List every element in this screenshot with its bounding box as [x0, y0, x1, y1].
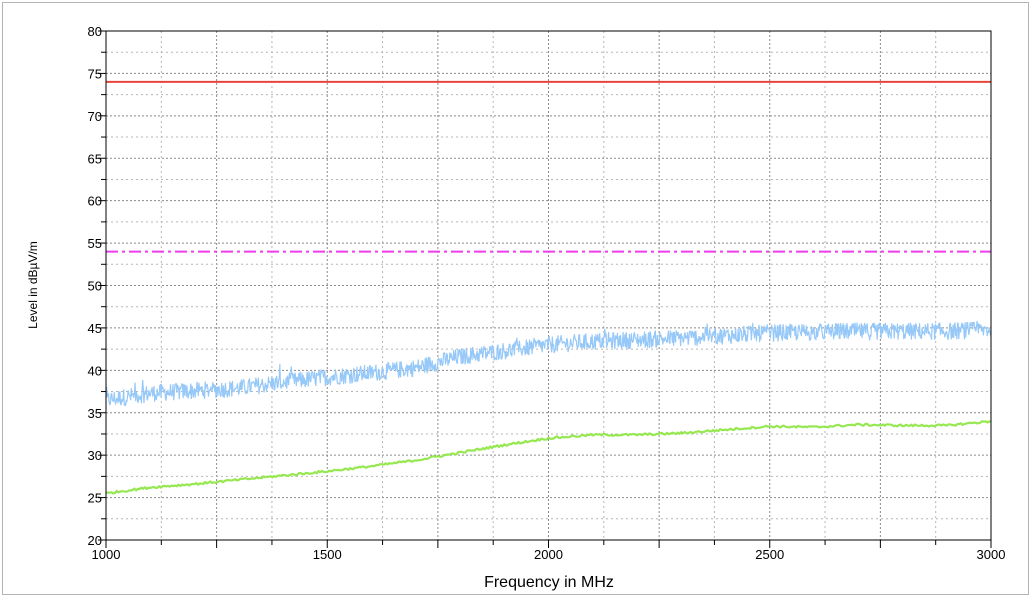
- y-tick-label: 30: [88, 448, 102, 463]
- emission-chart: 1000 1500 2000 2500 3000 20 25 30 35 40 45 50 55 60 65…: [26, 24, 1006, 591]
- y-axis-label: Level in dBµV/m: [26, 241, 40, 329]
- series: [105, 320, 992, 495]
- x-tick-label: 3000: [977, 547, 1006, 562]
- x-axis-label: Frequency in MHz: [484, 574, 614, 591]
- y-tick-label: 45: [88, 321, 102, 336]
- ticks: 1000 1500 2000 2500 3000 20 25 30 35 40 45 50 55 60 65…: [88, 24, 1006, 562]
- y-tick-label: 60: [88, 194, 102, 209]
- y-tick-label: 20: [88, 533, 102, 548]
- y-tick-label: 70: [88, 109, 102, 124]
- y-tick-label: 25: [88, 491, 102, 506]
- y-tick-label: 40: [88, 363, 102, 378]
- x-tick-label: 1000: [92, 547, 121, 562]
- y-tick-label: 50: [88, 279, 102, 294]
- x-tick-label: 2500: [755, 547, 784, 562]
- x-tick-label: 1500: [313, 547, 342, 562]
- y-tick-label: 65: [88, 151, 102, 166]
- y-tick-label: 35: [88, 406, 102, 421]
- x-tick-label: 2000: [534, 547, 563, 562]
- reference-lines: [106, 80, 991, 253]
- y-tick-label: 80: [88, 24, 102, 39]
- series-line-2: [105, 420, 992, 495]
- series-line-1: [105, 320, 992, 407]
- y-tick-label: 75: [88, 66, 102, 81]
- y-tick-label: 55: [88, 236, 102, 251]
